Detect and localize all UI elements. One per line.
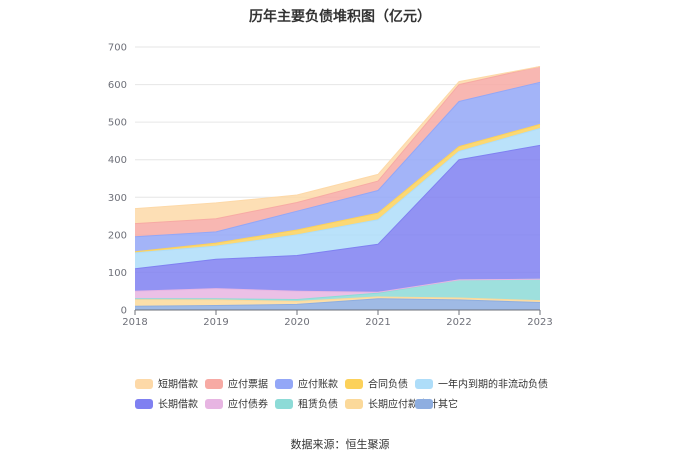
legend-swatch-3 — [345, 379, 363, 389]
area-series-7 — [135, 82, 540, 252]
legend-swatch-9 — [415, 399, 433, 409]
legend-label-3: 合同负债 — [368, 378, 408, 391]
y-tick-label-0: 0 — [121, 306, 127, 317]
x-tick-label-2018: 2018 — [122, 317, 147, 328]
y-tick-label-400: 400 — [108, 155, 127, 166]
x-tick-label-2019: 2019 — [203, 317, 228, 328]
area-series-2 — [135, 279, 540, 302]
x-tick-label-2023: 2023 — [527, 317, 552, 328]
legend-swatch-5 — [135, 399, 153, 409]
line-series-0 — [134, 298, 541, 307]
y-tick-label-300: 300 — [108, 193, 127, 204]
legend-swatch-2 — [275, 379, 293, 389]
legend-label-7: 租赁负债 — [298, 398, 338, 411]
legend-label-1: 应付票据 — [228, 378, 268, 391]
legend-label-2: 应付账款 — [298, 378, 338, 391]
x-tick-label-2020: 2020 — [284, 317, 309, 328]
data-source-note: 数据来源：恒生聚源 — [290, 438, 390, 451]
line-series-9 — [134, 66, 541, 210]
legend-label-9: 其它 — [438, 398, 458, 411]
chart-title: 历年主要负债堆积图（亿元） — [249, 9, 431, 25]
line-series-5 — [134, 128, 541, 254]
area-series-4 — [135, 145, 540, 293]
area-series-5 — [135, 128, 540, 269]
area-series-3 — [135, 279, 540, 300]
legend-swatch-0 — [135, 379, 153, 389]
y-tick-label-600: 600 — [108, 80, 127, 91]
legend-label-0: 短期借款 — [158, 378, 198, 391]
legend-swatch-1 — [205, 379, 223, 389]
y-tick-label-100: 100 — [108, 268, 127, 279]
line-series-3 — [134, 278, 541, 293]
legend-swatch-6 — [205, 399, 223, 409]
legend-swatch-4 — [415, 379, 433, 389]
area-series-9 — [135, 66, 540, 224]
line-series-8 — [134, 66, 541, 225]
legend-label-5: 长期借款 — [158, 398, 198, 411]
legend-label-4: 一年内到期的非流动负债 — [438, 378, 548, 391]
area-series-0 — [135, 298, 540, 310]
y-tick-label-700: 700 — [108, 43, 127, 54]
x-tick-label-2022: 2022 — [446, 317, 471, 328]
line-series-6 — [134, 123, 541, 253]
legend-swatch-7 — [275, 399, 293, 409]
line-series-1 — [134, 296, 541, 302]
y-tick-label-500: 500 — [108, 118, 127, 129]
legend-swatch-8 — [345, 399, 363, 409]
line-series-4 — [134, 144, 541, 270]
legend-label-6: 应付债券 — [228, 398, 268, 411]
y-tick-label-200: 200 — [108, 230, 127, 241]
x-tick-label-2021: 2021 — [365, 317, 390, 328]
line-series-7 — [134, 81, 541, 238]
